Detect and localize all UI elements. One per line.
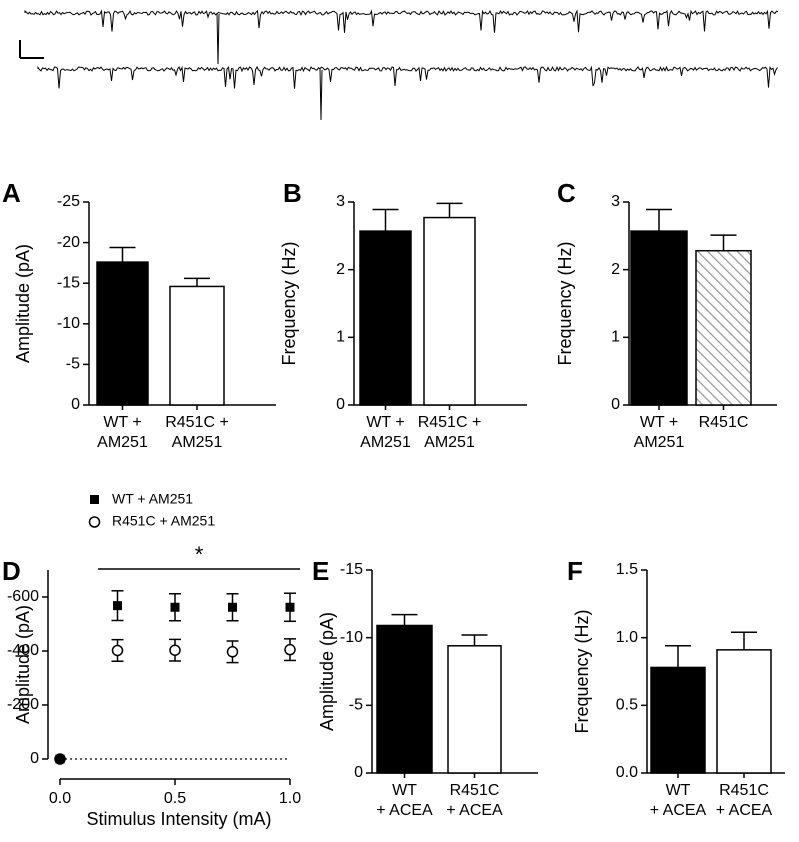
x-category-label: AM251	[97, 434, 148, 451]
y-tick-label: 1.0	[616, 629, 638, 646]
x-axis-label: Stimulus Intensity (mA)	[86, 809, 271, 829]
y-tick-label: 0	[336, 396, 345, 413]
bar	[423, 216, 476, 406]
x-tick-label: 0.5	[164, 790, 186, 807]
legend-label: WT + AM251	[112, 491, 193, 507]
data-point	[284, 643, 296, 656]
y-tick-label: -25	[57, 193, 80, 210]
panel-letter: B	[283, 178, 302, 208]
panel-f: F Frequency (Hz) 1.5 1.0 0.5 0.0 WT + ACEA R451C…	[567, 556, 785, 819]
bar	[695, 249, 752, 406]
legend-entry: R451C + AM251	[88, 513, 215, 529]
y-tick-label: 1.5	[616, 561, 638, 578]
data-point	[54, 753, 66, 765]
y-tick-label: 1	[611, 329, 620, 346]
y-tick-label: 0	[30, 750, 39, 767]
y-tick-label: -200	[7, 696, 39, 713]
y-axis-label: Frequency (Hz)	[572, 609, 592, 733]
bar	[359, 230, 412, 406]
x-category-label: + ACEA	[376, 802, 433, 819]
x-category-label: AM251	[634, 434, 685, 451]
x-tick-label: 0.0	[49, 790, 71, 807]
x-category-label: AM251	[360, 434, 411, 451]
x-category-label: + ACEA	[650, 802, 707, 819]
legend-entry: WT + AM251	[90, 491, 193, 507]
y-tick-label: 0.5	[616, 697, 638, 714]
y-tick-label: 2	[611, 261, 620, 278]
bar	[650, 666, 706, 774]
panel-c: C Frequency (Hz) 3 2 1 0 WT + AM251 R451C	[555, 178, 777, 451]
y-tick-label: 0.0	[616, 764, 638, 781]
legend-marker	[90, 495, 99, 504]
data-point	[170, 602, 180, 612]
x-category-label: + ACEA	[716, 802, 773, 819]
y-axis-label: Frequency (Hz)	[555, 241, 575, 365]
y-tick-label: -5	[349, 697, 363, 714]
y-tick-label: 2	[336, 261, 345, 278]
bar	[169, 285, 225, 406]
data-point	[111, 644, 124, 657]
x-category-label: AM251	[424, 434, 475, 451]
y-tick-label: 3	[336, 193, 345, 210]
bar	[447, 645, 502, 774]
panel-letter: E	[312, 556, 329, 586]
trace-row-2	[37, 65, 778, 121]
data-point	[285, 602, 295, 612]
y-tick-label: -15	[57, 274, 80, 291]
y-axis-label: Amplitude (pA)	[13, 605, 33, 724]
y-tick-label: -5	[66, 356, 80, 373]
x-tick-label: 1.0	[279, 790, 301, 807]
x-category-label: R451C	[450, 782, 500, 799]
panel-letter: D	[2, 556, 21, 586]
legend-marker	[88, 516, 101, 528]
y-tick-label: -10	[57, 315, 80, 332]
y-tick-label: -600	[7, 588, 39, 605]
y-axis-label: Amplitude (pA)	[13, 244, 33, 363]
y-tick-label: 0	[354, 764, 363, 781]
data-point	[169, 644, 181, 656]
significance-star: *	[195, 542, 204, 567]
scale-bar	[19, 40, 44, 59]
trace-row-1	[24, 9, 779, 65]
panel-d: D Amplitude (pA)-600 -400 -200 0 0.0 0.5 1.0 Sti…	[2, 491, 301, 829]
x-category-label: WT	[666, 782, 691, 799]
x-category-label: + ACEA	[446, 802, 503, 819]
legend-label: R451C + AM251	[112, 513, 215, 529]
x-category-label: R451C +	[165, 414, 229, 431]
bar	[716, 649, 772, 774]
panel-letter: C	[557, 178, 576, 208]
panel-e: E Amplitude (pA) -15 -10 -5 0 WT + ACEA R451C + A…	[312, 556, 538, 819]
y-tick-label: 0	[611, 396, 620, 413]
x-category-label: WT +	[640, 414, 678, 431]
y-axis-label: Frequency (Hz)	[279, 241, 299, 365]
x-category-label: AM251	[172, 434, 223, 451]
bar	[630, 230, 688, 406]
bar	[376, 624, 433, 774]
y-tick-label: 1	[336, 329, 345, 346]
panel-a: A Amplitude (pA) -25 -20 -15 -10 -5 0 WT + AM251 R…	[2, 178, 276, 451]
y-tick-label: -20	[57, 234, 80, 251]
panel-letter: A	[2, 178, 21, 208]
data-point	[113, 601, 122, 611]
x-category-label: R451C	[699, 414, 749, 431]
data-point	[226, 646, 239, 658]
x-category-label: WT	[392, 782, 417, 799]
y-tick-label: -400	[7, 642, 39, 659]
x-category-label: WT +	[103, 414, 141, 431]
y-tick-label: 3	[611, 193, 620, 210]
y-tick-label: -10	[340, 629, 363, 646]
x-category-label: R451C +	[418, 414, 482, 431]
x-category-label: WT +	[366, 414, 404, 431]
panel-b: B Frequency (Hz) 3 2 1 0 WT + AM251 R451C + AM251	[279, 178, 527, 451]
y-tick-label: -15	[340, 561, 363, 578]
x-category-label: R451C	[719, 782, 769, 799]
y-axis-label: Amplitude (pA)	[317, 612, 337, 731]
bar	[96, 261, 149, 406]
trace-area	[19, 9, 779, 121]
panel-letter: F	[567, 556, 583, 586]
y-tick-label: 0	[71, 396, 80, 413]
data-point	[228, 602, 237, 612]
